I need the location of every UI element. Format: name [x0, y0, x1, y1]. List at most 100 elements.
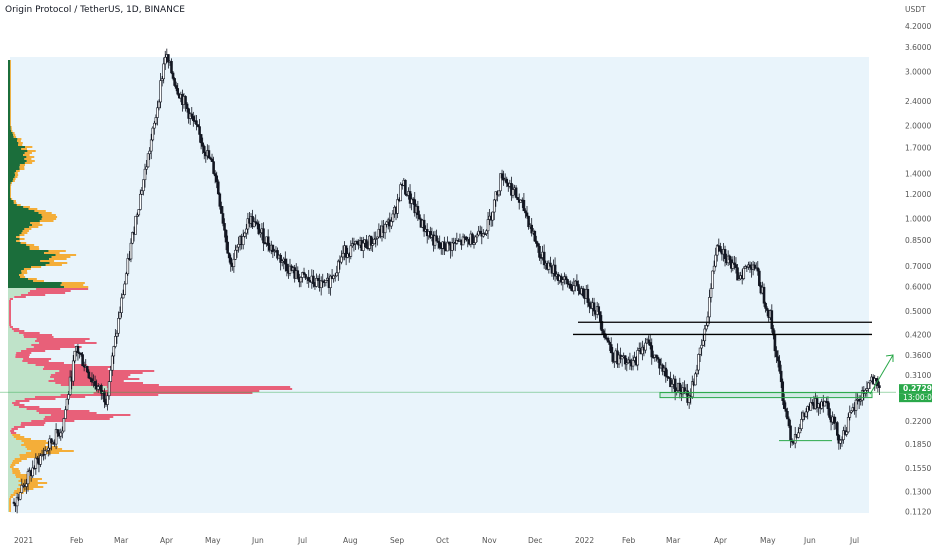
candle	[259, 229, 262, 238]
candle	[157, 99, 161, 111]
candle	[530, 218, 533, 237]
candle	[878, 381, 881, 395]
y-tick-label: 3.0000	[905, 67, 931, 76]
candle	[167, 54, 170, 69]
candle	[617, 352, 621, 368]
candle	[778, 354, 781, 374]
candle	[62, 417, 66, 432]
candle	[266, 229, 270, 252]
y-tick-label: 1.7000	[905, 143, 931, 152]
candle	[218, 192, 222, 210]
candle	[418, 210, 421, 220]
candle	[349, 240, 353, 260]
candle	[213, 170, 217, 184]
candle	[527, 215, 530, 230]
candle	[103, 388, 106, 409]
candle	[235, 244, 239, 258]
candle	[54, 423, 58, 450]
candle	[137, 209, 141, 217]
candle	[655, 354, 658, 362]
candle	[223, 218, 226, 238]
candle	[711, 270, 714, 289]
candle	[201, 137, 204, 154]
candle	[494, 191, 498, 207]
candle	[828, 402, 831, 420]
candle	[365, 235, 368, 249]
candle	[50, 438, 53, 451]
candle	[731, 256, 735, 272]
candle	[48, 435, 52, 456]
candle	[312, 269, 315, 288]
candle	[246, 212, 250, 235]
candle	[61, 426, 64, 439]
candle	[280, 259, 284, 267]
candle	[39, 453, 42, 468]
candle	[255, 219, 259, 230]
candle	[376, 236, 379, 246]
candle	[117, 311, 120, 337]
candle	[786, 407, 789, 420]
candle	[733, 255, 736, 270]
y-tick-label: 0.4200	[905, 330, 931, 339]
y-tick-label: 0.3100	[905, 371, 931, 380]
candle	[450, 237, 454, 257]
candle	[263, 241, 267, 245]
candle	[472, 235, 476, 249]
candle	[120, 293, 123, 318]
candle	[514, 185, 518, 199]
candle	[753, 261, 756, 271]
candle	[416, 200, 420, 221]
candle	[215, 171, 219, 189]
candle	[207, 145, 211, 159]
candle	[516, 197, 519, 201]
candle	[64, 406, 67, 419]
candle	[154, 114, 158, 126]
candle	[202, 144, 206, 160]
candle	[846, 413, 850, 434]
y-tick-label: 0.7000	[905, 262, 931, 271]
candle	[199, 133, 203, 150]
candle	[776, 350, 780, 368]
candle	[667, 376, 671, 380]
candle	[586, 284, 590, 308]
candle	[475, 232, 479, 243]
candle	[734, 257, 738, 274]
support-zone	[659, 392, 873, 399]
candle	[173, 77, 176, 87]
y-tick-label: 0.2200	[905, 417, 931, 426]
candle	[471, 232, 474, 245]
candle	[631, 355, 635, 371]
candle	[355, 239, 359, 245]
x-tick-label: 2021	[14, 536, 33, 545]
candle	[56, 429, 59, 437]
candle	[779, 364, 783, 389]
candle	[109, 365, 112, 382]
candle	[854, 392, 858, 418]
candle	[664, 362, 668, 383]
candle	[669, 371, 672, 388]
candle	[143, 163, 147, 188]
candle	[500, 169, 504, 181]
candle	[93, 375, 97, 390]
x-tick-label: Jun	[803, 536, 816, 545]
candle	[697, 353, 700, 375]
candle	[758, 268, 761, 287]
candle	[625, 358, 629, 372]
candle	[245, 223, 248, 239]
candle	[455, 232, 459, 245]
candle	[171, 70, 175, 81]
candle	[770, 304, 774, 333]
candle	[106, 392, 109, 411]
candle	[811, 399, 814, 406]
candle	[670, 380, 674, 393]
candle	[712, 260, 716, 275]
candle	[216, 179, 220, 195]
candle	[224, 229, 228, 251]
candle	[429, 226, 432, 239]
candle	[569, 280, 572, 291]
candle	[728, 254, 732, 266]
candle	[666, 369, 669, 382]
candle	[648, 334, 652, 350]
